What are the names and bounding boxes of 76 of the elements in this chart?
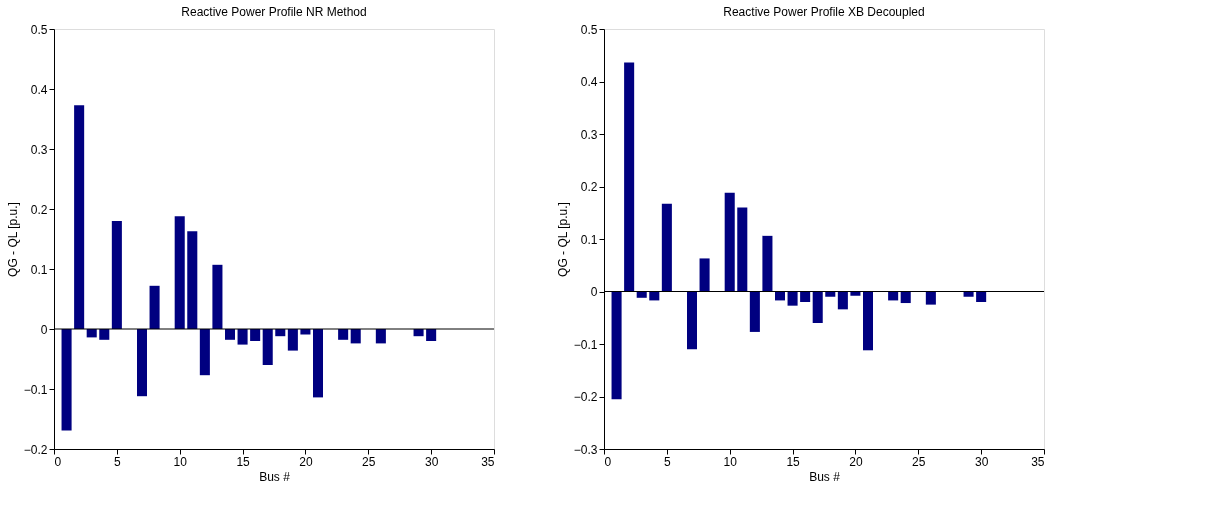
bar [136, 329, 148, 397]
y-tick-label: −0.2 [573, 390, 598, 404]
x-tick-label: 15 [786, 454, 801, 469]
y-tick-label: −0.1 [23, 382, 48, 397]
y-tick-label: −0.3 [573, 442, 598, 457]
bar [287, 329, 298, 351]
bar [61, 329, 72, 431]
x-tick-label: 25 [912, 454, 926, 469]
bar [199, 329, 210, 376]
bar [375, 329, 386, 344]
y-tick-label: 0.1 [580, 232, 598, 247]
bar [925, 291, 936, 305]
bar [787, 291, 798, 306]
bar [262, 329, 273, 365]
x-tick-label: 10 [173, 454, 188, 469]
y-tick-label: 0.4 [30, 82, 48, 97]
bar [611, 291, 622, 400]
chart-title: Reactive Power Profile XB Decoupled [723, 5, 925, 19]
bar [312, 329, 324, 398]
bar [149, 285, 160, 329]
bar [74, 105, 85, 329]
bar [174, 216, 185, 329]
bar [762, 235, 773, 292]
bar [749, 291, 760, 332]
bar [686, 291, 698, 350]
bar [187, 231, 198, 329]
x-tick-label: 20 [299, 454, 313, 469]
bar [699, 258, 710, 292]
bar [837, 291, 848, 310]
bar [237, 329, 248, 345]
x-tick-label: 5 [664, 454, 672, 469]
bar [800, 291, 811, 302]
bar [111, 221, 122, 329]
bar [812, 291, 823, 323]
bar [624, 62, 635, 292]
y-tick-label: 0.5 [580, 22, 598, 37]
x-tick-label: 30 [974, 454, 989, 469]
bar [976, 291, 987, 302]
x-tick-label: 35 [481, 454, 495, 469]
x-tick-label: 5 [114, 454, 122, 469]
y-tick-label: −0.2 [23, 442, 48, 457]
y-tick-label: 0.1 [30, 262, 48, 277]
bar [350, 329, 361, 344]
bar [661, 203, 672, 292]
bar [900, 291, 911, 304]
x-tick-label: 30 [424, 454, 439, 469]
y-tick-label: 0 [590, 285, 598, 299]
x-tick-label: 10 [723, 454, 738, 469]
bar [737, 207, 748, 292]
y-tick-label: 0.2 [580, 180, 598, 194]
y-tick-label: 0.5 [30, 22, 48, 37]
bar [862, 291, 874, 351]
x-tick-label: 35 [1031, 454, 1045, 469]
bar [99, 329, 110, 340]
y-tick-label: −0.1 [573, 337, 598, 352]
x-axis-title: Bus # [809, 469, 841, 484]
x-tick-label: 15 [236, 454, 251, 469]
x-axis-title: Bus # [259, 469, 291, 484]
y-tick-label: 0.3 [30, 142, 48, 157]
chart-title: Reactive Power Profile NR Method [181, 5, 367, 19]
y-tick-label: 0.3 [580, 127, 598, 142]
bar [426, 329, 437, 341]
bar [724, 192, 735, 292]
y-tick-label: 0 [40, 322, 48, 337]
bar [250, 329, 261, 341]
y-axis-title: QG - QL [p.u.] [5, 202, 20, 277]
x-tick-label: 0 [54, 454, 62, 469]
x-tick-label: 25 [362, 454, 376, 469]
bar [212, 264, 223, 329]
bar [338, 329, 349, 340]
y-tick-label: 0.2 [30, 202, 48, 217]
x-tick-label: 0 [604, 454, 612, 469]
y-tick-label: 0.4 [580, 75, 598, 89]
bar [224, 329, 236, 340]
y-axis-title: QG - QL [p.u.] [555, 202, 570, 277]
x-tick-label: 20 [849, 454, 863, 469]
